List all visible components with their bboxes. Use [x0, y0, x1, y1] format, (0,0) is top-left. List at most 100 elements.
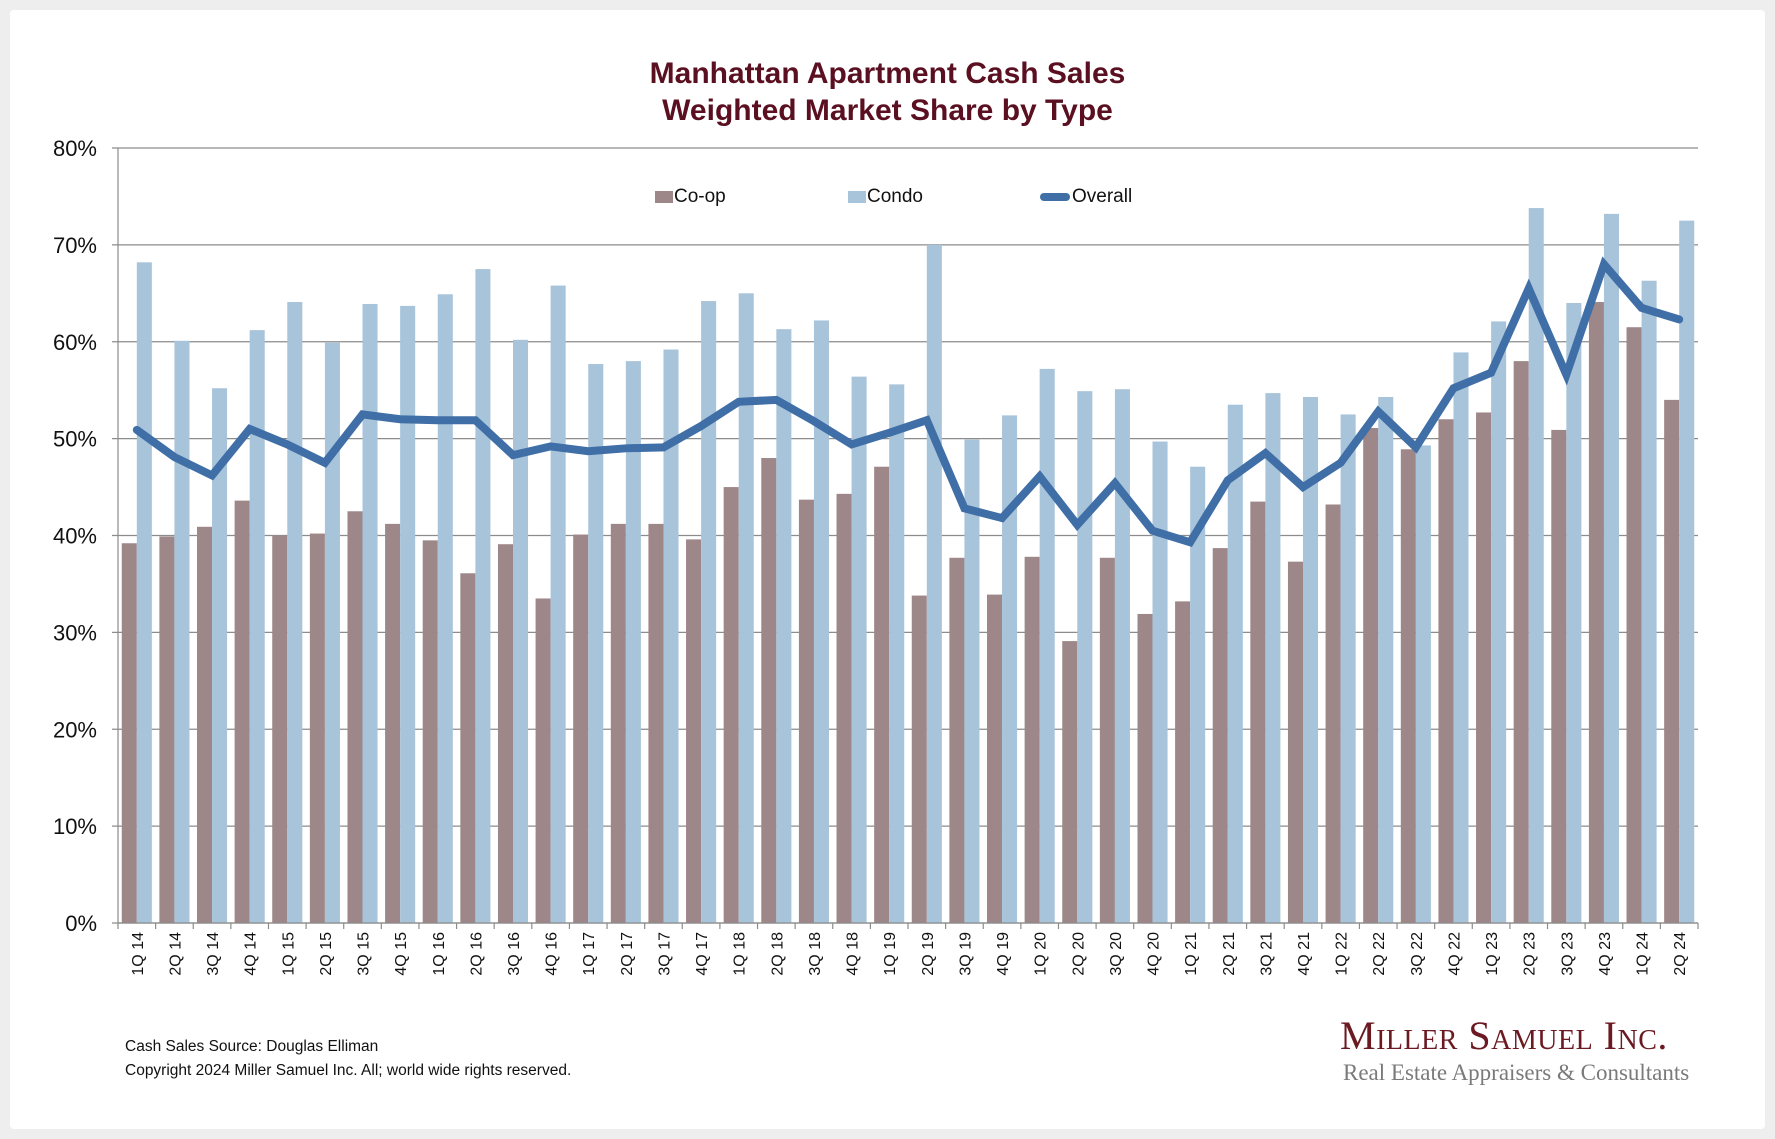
y-tick-label: 40% [53, 524, 97, 549]
x-tick-label: 4Q 21 [1296, 932, 1313, 976]
chart-title: Manhattan Apartment Cash Sales [649, 57, 1126, 90]
chart-subtitle: Weighted Market Share by Type [662, 94, 1113, 127]
bar-coop [987, 594, 1003, 923]
bar-condo [1453, 352, 1469, 923]
bar-coop [385, 523, 401, 923]
y-tick-label: 10% [53, 814, 97, 839]
legend-swatch-overall [1040, 193, 1070, 201]
point-overall [625, 447, 627, 449]
point-overall [1001, 517, 1003, 519]
bar-condo [1641, 280, 1657, 923]
x-tick-label: 2Q 23 [1522, 932, 1539, 976]
line-overall [132, 256, 1684, 548]
bar-condo [324, 342, 340, 923]
bar-condo [776, 329, 792, 923]
legend-item-condo: Condo [848, 186, 923, 208]
bar-coop [836, 493, 852, 923]
bar-condo [588, 364, 604, 923]
legend-item-coop: Co-op [655, 186, 726, 208]
bar-condo [249, 330, 265, 923]
point-overall [1565, 374, 1567, 376]
x-tick-label: 4Q 15 [393, 932, 410, 976]
x-tick-label: 2Q 24 [1672, 932, 1689, 976]
point-overall [324, 462, 326, 464]
bar-condo [813, 320, 829, 923]
x-tick-label: 2Q 19 [920, 932, 937, 976]
bar-coop [347, 511, 363, 923]
bar-condo [1190, 466, 1206, 923]
bar-condo [1340, 414, 1356, 923]
bar-condo [1528, 208, 1544, 923]
bar-coop [686, 539, 702, 923]
point-overall [1039, 475, 1041, 477]
bar-coop [761, 458, 777, 923]
x-tick-label: 4Q 19 [995, 932, 1012, 976]
point-overall [1227, 479, 1229, 481]
y-tick-label: 60% [53, 330, 97, 355]
point-overall [1641, 307, 1643, 309]
bar-condo [1415, 445, 1431, 923]
x-tick-label: 3Q 17 [656, 932, 673, 976]
x-tick-label: 4Q 17 [694, 932, 711, 976]
x-tick-label: 1Q 17 [581, 932, 598, 976]
point-overall [700, 425, 702, 427]
point-overall [775, 399, 777, 401]
x-tick-label: 2Q 15 [318, 932, 335, 976]
bar-coop [272, 535, 288, 923]
point-overall [1152, 530, 1154, 532]
y-tick-label: 80% [53, 136, 97, 161]
x-tick-label: 2Q 22 [1371, 932, 1388, 976]
bar-condo [400, 305, 416, 923]
bar-coop [197, 526, 213, 923]
point-overall [1377, 411, 1379, 412]
point-overall [286, 443, 288, 445]
point-overall [738, 401, 740, 403]
bar-coop [648, 523, 664, 923]
point-overall [587, 450, 589, 452]
x-tick-label: 3Q 21 [1258, 932, 1275, 976]
bar-condo [889, 384, 905, 923]
bar-condo [1566, 303, 1582, 923]
x-tick-label: 3Q 23 [1559, 932, 1576, 976]
bar-coop [497, 544, 513, 923]
point-overall [926, 419, 928, 421]
point-overall [1452, 387, 1454, 389]
bar-coop [798, 499, 814, 923]
bar-coop [422, 540, 438, 923]
point-overall [399, 418, 401, 420]
x-tick-label: 3Q 14 [205, 932, 222, 976]
point-overall [474, 419, 476, 421]
bar-coop [234, 500, 250, 923]
bar-condo [1227, 404, 1243, 923]
bar-coop [1551, 429, 1567, 923]
bar-coop [1588, 302, 1604, 923]
bar-condo [437, 294, 453, 923]
x-tick-label: 1Q 16 [431, 932, 448, 976]
bar-condo [550, 285, 566, 923]
point-overall [1340, 462, 1342, 464]
bar-coop [460, 573, 476, 923]
bar-coop [1062, 641, 1078, 923]
bar-condo [1491, 321, 1507, 923]
bar-coop [1325, 504, 1341, 923]
point-overall [888, 432, 890, 434]
bar-condo [663, 349, 679, 923]
x-tick-label: 2Q 18 [769, 932, 786, 976]
bar-coop [1099, 557, 1115, 923]
x-tick-label: 3Q 16 [506, 932, 523, 976]
x-tick-label: 4Q 22 [1446, 932, 1463, 976]
point-overall [512, 454, 514, 456]
bar-coop [1212, 548, 1228, 923]
legend-item-overall: Overall [1040, 186, 1132, 208]
y-tick-label: 0% [65, 911, 97, 936]
bar-condo [212, 388, 228, 923]
bar-condo [475, 269, 491, 923]
bar-condo [1077, 391, 1093, 923]
x-tick-label: 3Q 20 [1108, 932, 1125, 976]
point-overall [1415, 446, 1417, 448]
bar-condo [1603, 213, 1619, 923]
x-tick-label: 1Q 22 [1334, 932, 1351, 976]
x-tick-label: 4Q 23 [1597, 932, 1614, 976]
bar-condo [513, 339, 529, 923]
x-tick-label: 2Q 16 [468, 932, 485, 976]
